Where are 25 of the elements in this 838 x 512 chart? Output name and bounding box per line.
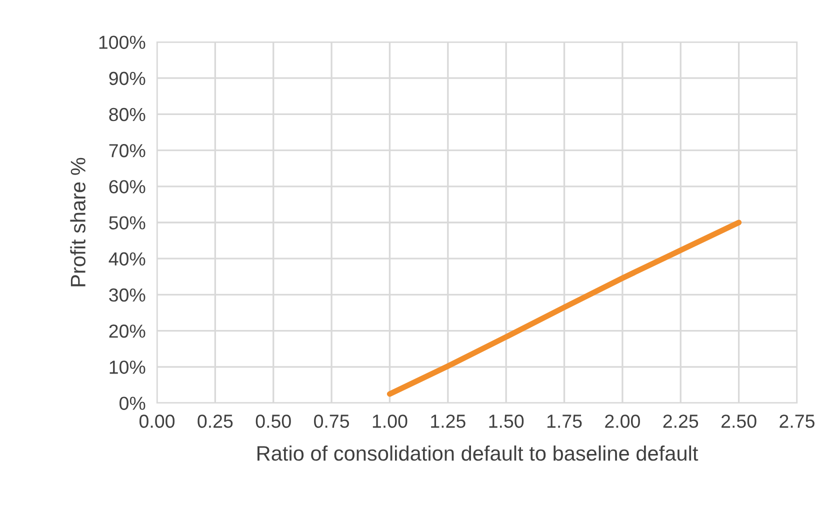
y-tick-label: 60% xyxy=(109,180,146,194)
x-tick-label: 0.00 xyxy=(139,414,175,428)
y-tick-label: 0% xyxy=(120,396,146,410)
y-tick-label: 80% xyxy=(109,108,146,122)
y-tick-label: 90% xyxy=(109,72,146,86)
x-axis-title: Ratio of consolidation default to baseline default xyxy=(258,445,698,461)
y-tick-label: 100% xyxy=(99,36,146,49)
y-axis-title: Profit share % xyxy=(70,158,86,286)
x-tick-label: 1.00 xyxy=(372,414,408,428)
y-tick-label: 20% xyxy=(109,324,146,338)
x-tick-label: 0.50 xyxy=(256,414,291,428)
x-tick-label: 0.25 xyxy=(198,414,233,428)
y-tick-label: 40% xyxy=(108,252,146,266)
y-tick-label: 10% xyxy=(110,360,146,374)
y-tick-label: 70% xyxy=(109,144,146,158)
x-tick-label: 2.75 xyxy=(780,414,814,428)
x-tick-label: 1.75 xyxy=(547,414,582,428)
x-tick-label: 2.00 xyxy=(605,414,640,428)
x-tick-label: 2.50 xyxy=(722,414,756,428)
x-tick-label: 1.50 xyxy=(489,414,524,428)
y-tick-label: 30% xyxy=(109,288,146,302)
x-tick-label: 2.25 xyxy=(663,414,698,428)
x-tick-label: 0.75 xyxy=(314,414,350,428)
y-tick-label: 50% xyxy=(109,216,146,230)
x-tick-label: 1.25 xyxy=(431,414,466,428)
